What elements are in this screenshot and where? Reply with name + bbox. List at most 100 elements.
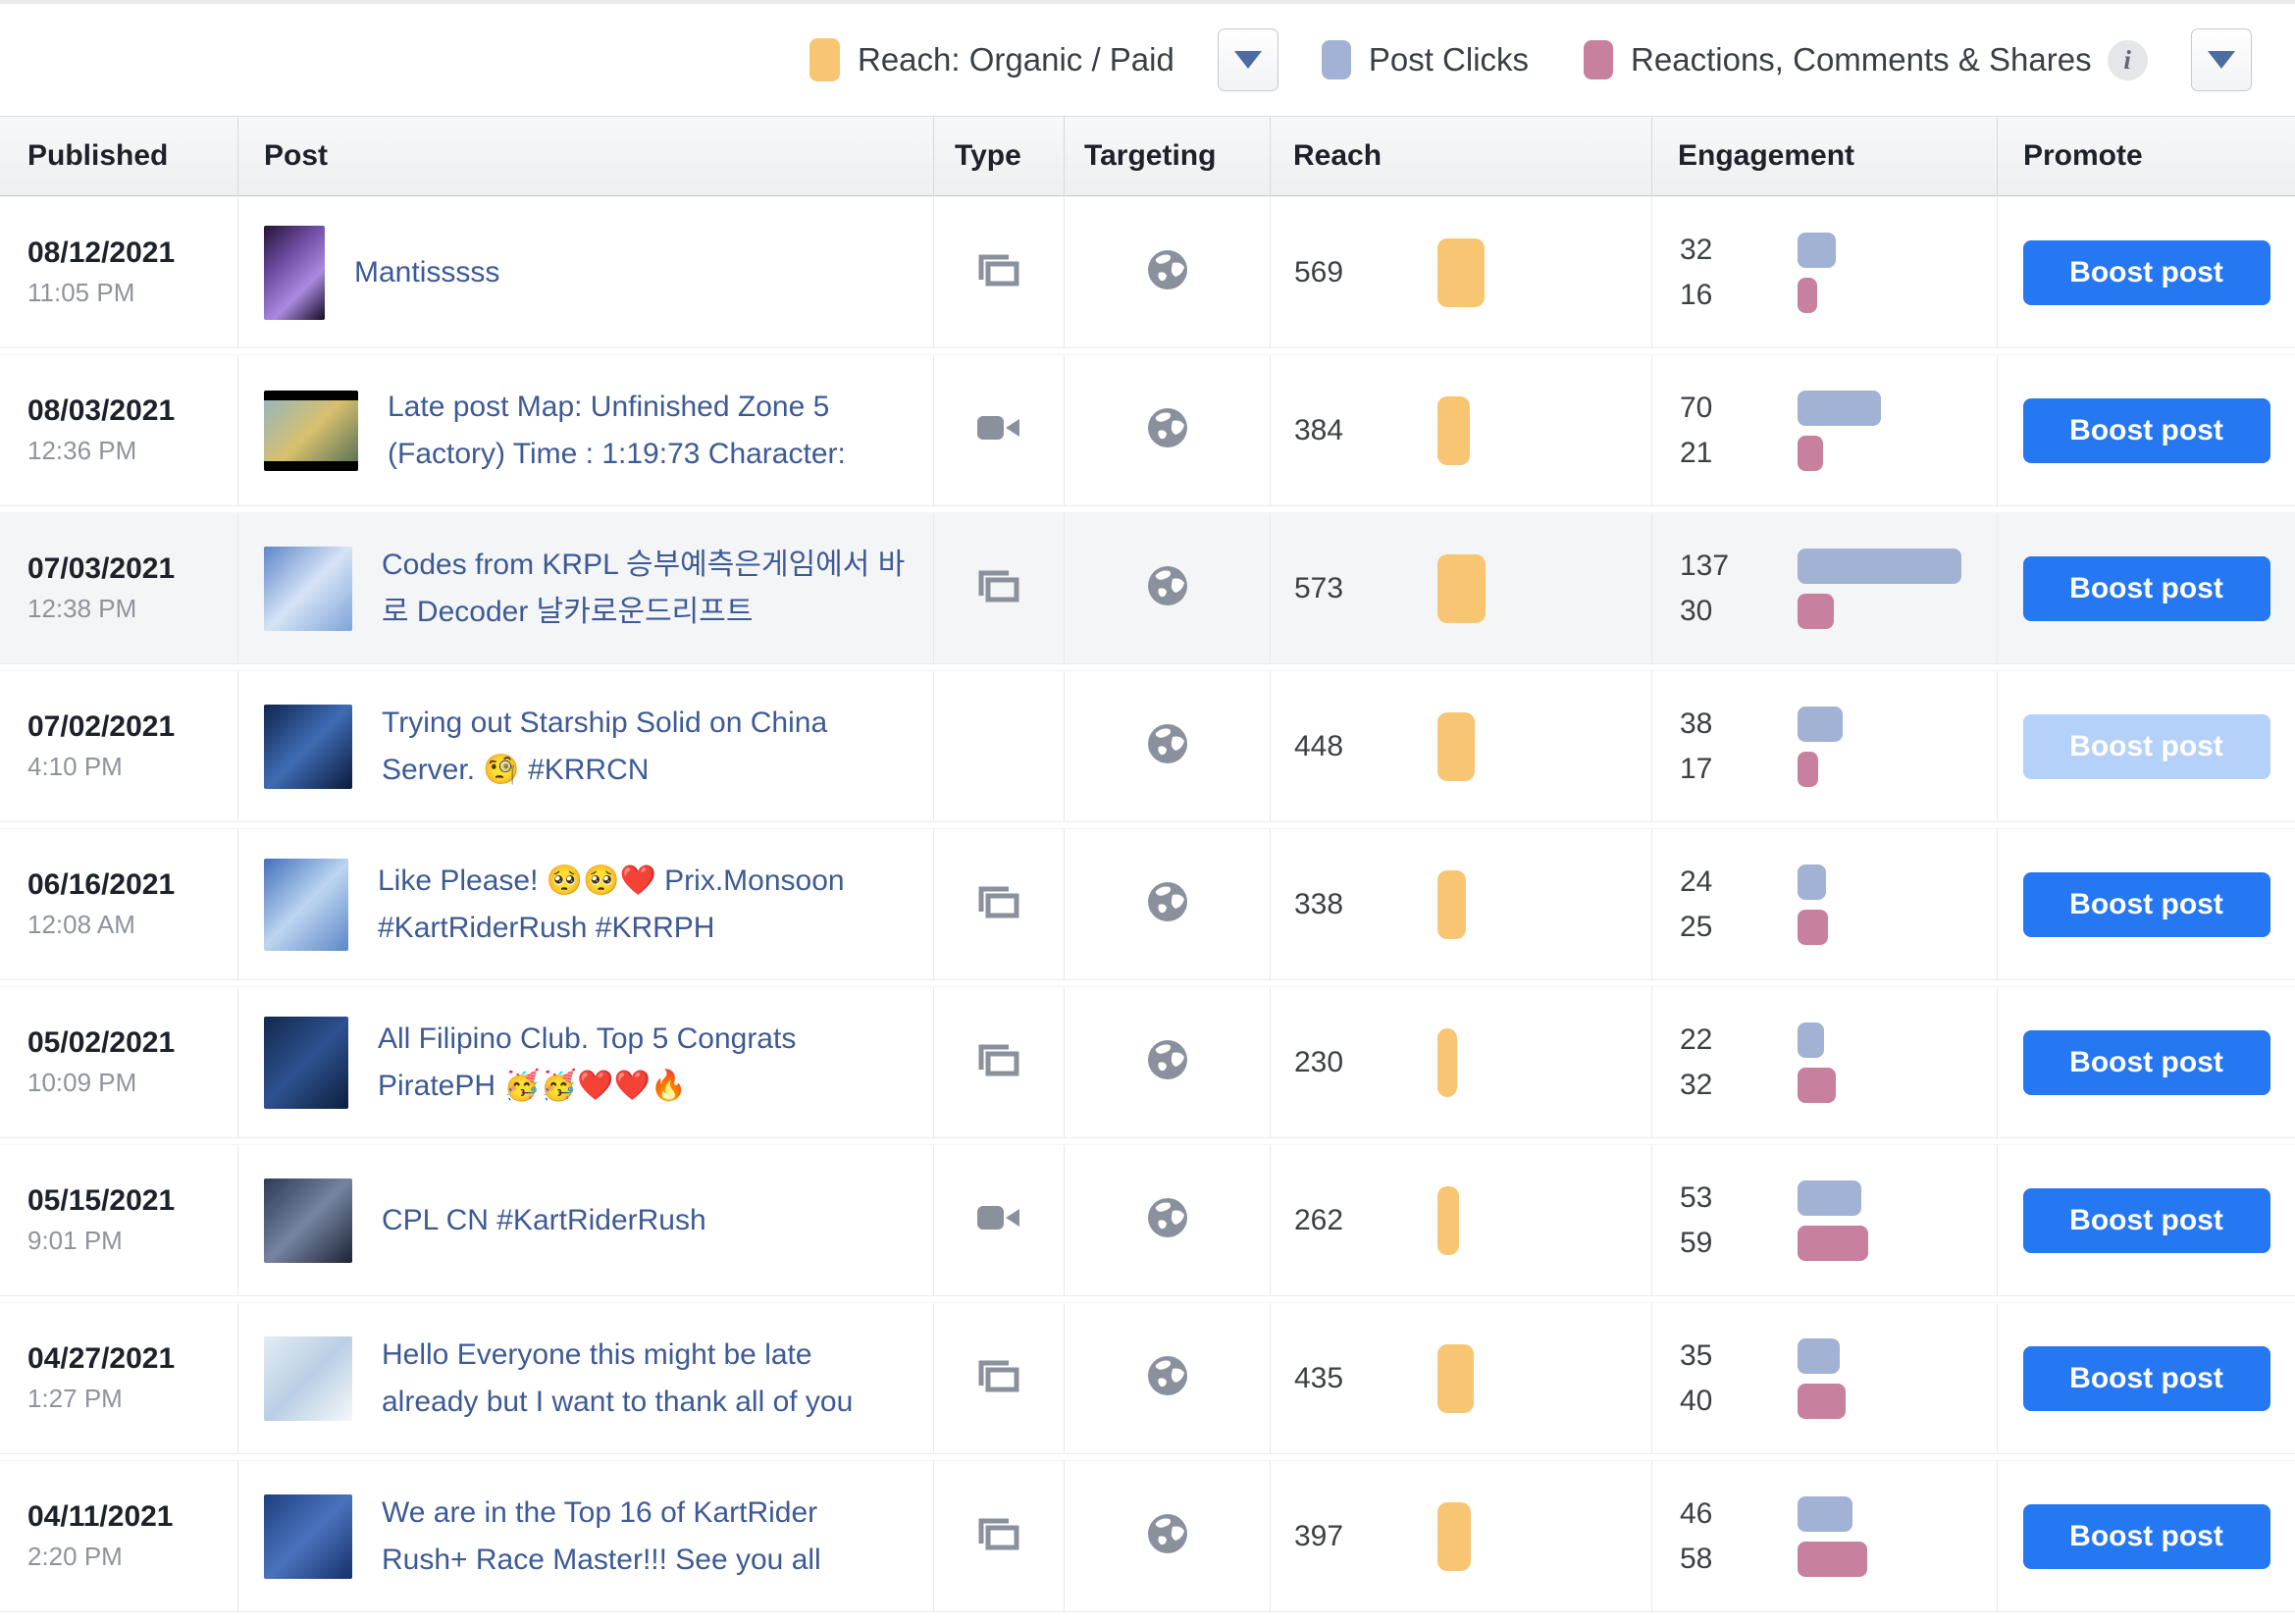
- globe-icon: [1145, 879, 1190, 929]
- boost-post-button[interactable]: Boost post: [2022, 871, 2270, 937]
- reactions-legend-swatch: [1584, 40, 1614, 79]
- engagement-values: 24 25: [1680, 860, 1798, 950]
- reactions-bar: [1798, 1225, 1868, 1261]
- published-time: 12:38 PM: [27, 594, 137, 623]
- reach-value: 397: [1294, 1519, 1344, 1552]
- engagement-values: 32 16: [1680, 228, 1798, 318]
- post-cell: All Filipino Club. Top 5 Congrats Pirate…: [238, 987, 934, 1137]
- globe-icon: [1145, 247, 1190, 297]
- table-row: 08/03/2021 12:36 PM Late post Map: Unfinis…: [0, 354, 2295, 506]
- reactions-bar: [1798, 751, 1818, 787]
- published-cell: 05/02/2021 10:09 PM: [0, 987, 238, 1137]
- boost-post-button[interactable]: Boost post: [2022, 555, 2270, 621]
- type-cell: [934, 987, 1065, 1137]
- post-clicks-bar: [1798, 548, 1961, 584]
- post-cell: Mantisssss: [238, 197, 934, 347]
- post-clicks-bar: [1798, 864, 1826, 900]
- promote-cell: Boost post: [1998, 1303, 2295, 1453]
- boost-post-button[interactable]: Boost post: [2022, 1503, 2270, 1569]
- column-header-reach: Reach: [1271, 117, 1652, 195]
- reach-cell: 384: [1271, 355, 1652, 505]
- engagement-metric-dropdown-button[interactable]: [2190, 28, 2252, 91]
- published-time: 10:09 PM: [27, 1068, 137, 1097]
- engagement-bars: [1798, 548, 1961, 629]
- table-row: 05/02/2021 10:09 PM All Filipino Club. Top…: [0, 986, 2295, 1138]
- reach-bar: [1437, 237, 1485, 307]
- promote-cell: Boost post: [1998, 355, 2295, 505]
- boost-post-button[interactable]: Boost post: [2022, 1345, 2270, 1411]
- table-header: Published Post Type Targeting Reach Enga…: [0, 116, 2295, 196]
- info-icon[interactable]: i: [2107, 39, 2148, 80]
- reactions-value: 16: [1680, 278, 1713, 311]
- post-link[interactable]: Like Please! 🥺🥺❤️ Prix.Monsoon #KartRide…: [378, 864, 845, 944]
- promote-cell: Boost post: [1998, 829, 2295, 979]
- reach-value: 435: [1294, 1361, 1344, 1394]
- targeting-cell: [1065, 829, 1271, 979]
- type-cell: [934, 829, 1065, 979]
- table-body: 08/12/2021 11:05 PM Mantisssss 569 32 16 Boost…: [0, 196, 2295, 1612]
- post-link[interactable]: Mantisssss: [354, 255, 500, 288]
- post-link[interactable]: Late post Map: Unfinished Zone 5 (Factor…: [388, 390, 846, 470]
- post-link[interactable]: Hello Everyone this might be late alread…: [382, 1337, 854, 1418]
- post-cell: We are in the Top 16 of KartRider Rush+ …: [238, 1461, 934, 1611]
- engagement-values: 53 59: [1680, 1176, 1798, 1266]
- reactions-value: 30: [1680, 594, 1713, 627]
- engagement-bars: [1798, 390, 1881, 471]
- reach-cell: 338: [1271, 829, 1652, 979]
- engagement-bars: [1798, 1495, 1867, 1577]
- post-link[interactable]: We are in the Top 16 of KartRider Rush+ …: [382, 1495, 821, 1576]
- engagement-values: 22 32: [1680, 1018, 1798, 1108]
- reach-bar: [1437, 553, 1486, 623]
- reach-value: 262: [1294, 1203, 1344, 1236]
- published-date: 08/12/2021: [27, 236, 176, 269]
- boost-post-button[interactable]: Boost post: [2022, 1029, 2270, 1095]
- post-clicks-legend-swatch: [1321, 40, 1351, 79]
- table-row: 06/16/2021 12:08 AM Like Please! 🥺🥺❤️ Prix…: [0, 828, 2295, 980]
- post-link[interactable]: CPL CN #KartRiderRush: [382, 1203, 706, 1236]
- published-date: 04/27/2021: [27, 1342, 176, 1375]
- globe-icon: [1145, 1195, 1190, 1245]
- reach-value: 448: [1294, 729, 1344, 762]
- post-clicks-value: 46: [1680, 1496, 1713, 1530]
- globe-icon: [1145, 1353, 1190, 1403]
- video-icon: [975, 1202, 1022, 1238]
- promote-cell: Boost post: [1998, 671, 2295, 821]
- post-clicks-value: 22: [1680, 1022, 1713, 1056]
- promote-cell: Boost post: [1998, 1461, 2295, 1611]
- reach-legend-label: Reach: Organic / Paid: [858, 41, 1174, 78]
- reach-value: 573: [1294, 571, 1344, 604]
- table-row: 04/27/2021 1:27 PM Hello Everyone this mig…: [0, 1302, 2295, 1454]
- type-cell: [934, 355, 1065, 505]
- post-link[interactable]: Trying out Starship Solid on China Serve…: [382, 706, 828, 786]
- targeting-cell: [1065, 987, 1271, 1137]
- engagement-cell: 137 30: [1652, 513, 1998, 663]
- type-cell: [934, 1303, 1065, 1453]
- reach-bar: [1437, 711, 1475, 781]
- type-cell: [934, 513, 1065, 663]
- globe-icon: [1145, 563, 1190, 613]
- post-thumbnail: [264, 390, 358, 471]
- type-cell: [934, 1461, 1065, 1611]
- boost-post-button[interactable]: Boost post: [2022, 1187, 2270, 1253]
- reach-metric-dropdown-button[interactable]: [1217, 28, 1278, 91]
- published-date: 04/11/2021: [27, 1500, 174, 1533]
- boost-post-button[interactable]: Boost post: [2022, 713, 2270, 779]
- post-clicks-value: 32: [1680, 233, 1713, 266]
- targeting-cell: [1065, 513, 1271, 663]
- post-thumbnail: [264, 1016, 348, 1109]
- published-time: 2:20 PM: [27, 1542, 123, 1571]
- reach-cell: 569: [1271, 197, 1652, 347]
- published-date: 07/02/2021: [27, 710, 176, 743]
- type-cell: [934, 197, 1065, 347]
- table-row: 08/12/2021 11:05 PM Mantisssss 569 32 16 Boost…: [0, 196, 2295, 348]
- engagement-cell: 35 40: [1652, 1303, 1998, 1453]
- collage-icon: [975, 250, 1022, 294]
- post-link[interactable]: All Filipino Club. Top 5 Congrats Pirate…: [378, 1022, 797, 1102]
- engagement-values: 137 30: [1680, 544, 1798, 634]
- boost-post-button[interactable]: Boost post: [2022, 239, 2270, 305]
- top-divider: [0, 0, 2295, 4]
- published-cell: 07/02/2021 4:10 PM: [0, 671, 238, 821]
- column-header-engagement: Engagement: [1652, 117, 1998, 195]
- boost-post-button[interactable]: Boost post: [2022, 397, 2270, 463]
- post-link[interactable]: Codes from KRPL 승부예측은게임에서 바로 Decoder 날카로…: [382, 548, 906, 628]
